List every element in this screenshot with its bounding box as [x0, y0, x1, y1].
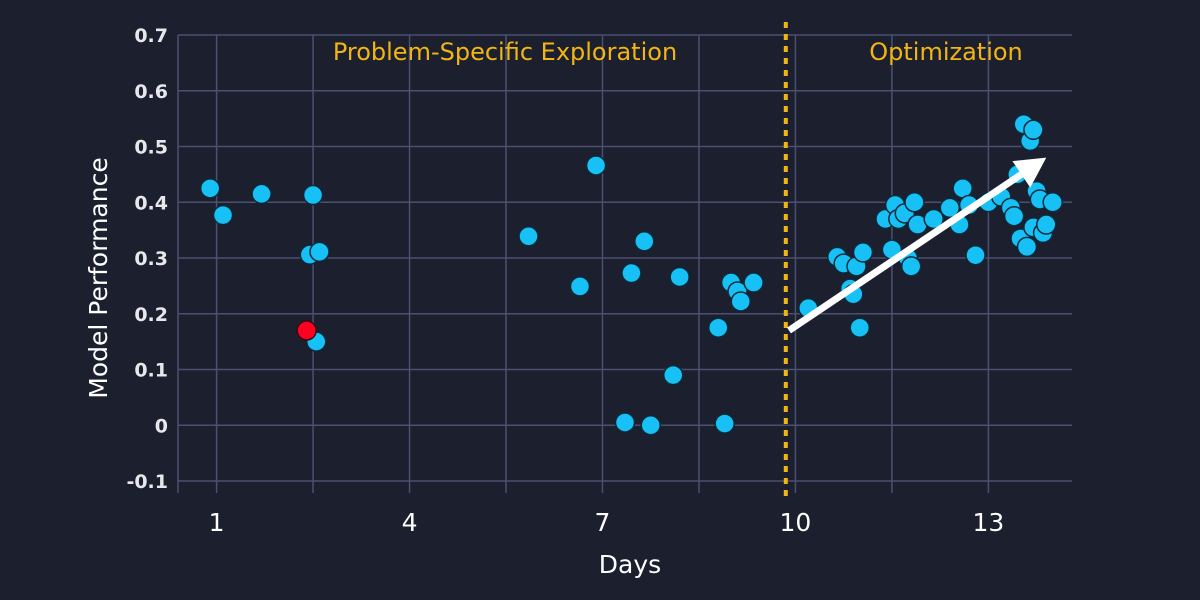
y-tick-label: 0.4 — [134, 192, 168, 214]
data-point — [900, 256, 922, 277]
data-point — [640, 415, 661, 436]
data-point — [662, 364, 684, 386]
data-point — [708, 317, 729, 338]
y-tick-label: -0.1 — [126, 471, 168, 493]
data-point — [849, 317, 871, 338]
data-point — [199, 178, 221, 199]
y-tick-label: 0.5 — [134, 137, 168, 159]
y-tick-label: 0.7 — [134, 25, 168, 47]
y-tick-label: 0 — [155, 415, 168, 437]
annotation-optimization: Optimization — [869, 38, 1023, 66]
data-point — [614, 412, 636, 433]
data-point — [212, 204, 234, 226]
data-point — [923, 208, 944, 230]
y-tick-labels: 0.7 0.6 0.5 0.4 0.3 0.2 0.1 0 -0.1 — [126, 25, 168, 493]
data-point — [714, 413, 735, 434]
data-point — [730, 291, 752, 312]
y-tick-label: 0.6 — [134, 81, 168, 103]
x-axis-label: Days — [599, 550, 661, 579]
highlight-point — [296, 320, 317, 341]
trend-arrow-head — [1012, 157, 1047, 188]
data-point — [852, 242, 874, 263]
y-tick-label: 0.3 — [134, 248, 168, 270]
data-point — [1023, 119, 1044, 141]
x-tick-label: 4 — [402, 508, 418, 537]
data-point — [518, 226, 539, 247]
y-tick-label: 0.2 — [134, 304, 168, 326]
x-tick-label: 13 — [972, 508, 1004, 537]
data-point — [743, 272, 764, 293]
data-point — [1003, 205, 1025, 227]
data-point — [1042, 192, 1063, 213]
x-tick-labels: 1 4 7 10 13 — [209, 508, 1005, 537]
data-point — [585, 155, 607, 176]
x-tick-label: 10 — [780, 508, 812, 537]
data-point — [251, 183, 272, 205]
trend-arrow — [787, 157, 1047, 334]
x-tick-label: 1 — [209, 508, 225, 537]
data-point — [1016, 236, 1038, 258]
y-axis-label: Model Performance — [84, 157, 113, 398]
data-point — [569, 276, 591, 297]
annotation-exploration: Problem-Specific Exploration — [333, 38, 677, 66]
data-point — [1036, 214, 1057, 235]
data-point — [309, 241, 330, 263]
data-point — [621, 262, 642, 284]
data-point — [904, 192, 925, 213]
data-point — [965, 244, 986, 266]
data-point — [669, 266, 690, 288]
grid-lines — [177, 34, 1072, 493]
data-points — [199, 113, 1063, 436]
trend-arrow-shaft — [787, 171, 1024, 334]
data-point — [634, 231, 655, 252]
x-tick-label: 7 — [595, 508, 611, 537]
y-tick-label: 0.1 — [134, 360, 168, 382]
data-point — [302, 184, 324, 206]
